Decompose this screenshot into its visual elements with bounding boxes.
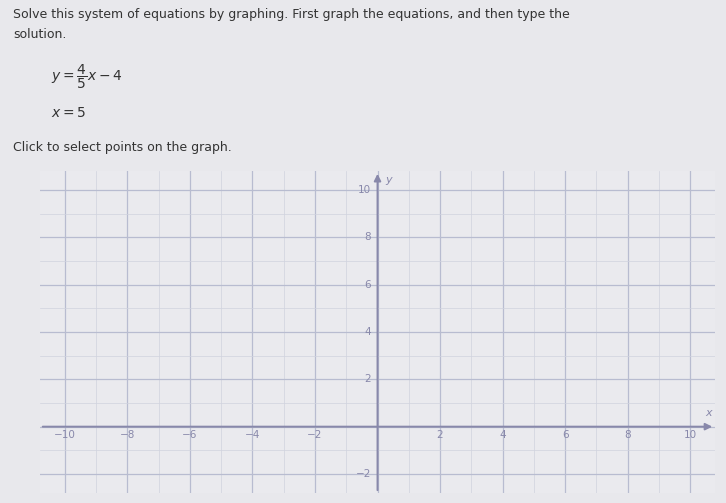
Text: x: x [706,408,712,418]
Text: −6: −6 [182,430,197,440]
Text: −10: −10 [54,430,76,440]
Text: 10: 10 [358,185,371,195]
Text: 6: 6 [364,280,371,290]
Text: $x = 5$: $x = 5$ [51,106,86,120]
Text: −2: −2 [356,469,371,479]
Text: 2: 2 [437,430,444,440]
Text: y: y [386,175,392,185]
Text: −4: −4 [245,430,260,440]
Text: 6: 6 [562,430,568,440]
Text: solution.: solution. [13,28,67,41]
Text: Solve this system of equations by graphing. First graph the equations, and then : Solve this system of equations by graphi… [13,8,570,21]
Text: Click to select points on the graph.: Click to select points on the graph. [13,141,232,154]
Text: $y = \dfrac{4}{5}x - 4$: $y = \dfrac{4}{5}x - 4$ [51,63,122,91]
Text: 8: 8 [624,430,631,440]
Text: 4: 4 [499,430,506,440]
Text: 2: 2 [364,374,371,384]
Text: 4: 4 [364,327,371,337]
Text: −2: −2 [307,430,322,440]
Text: 10: 10 [684,430,697,440]
Text: 8: 8 [364,232,371,242]
Text: −8: −8 [120,430,135,440]
